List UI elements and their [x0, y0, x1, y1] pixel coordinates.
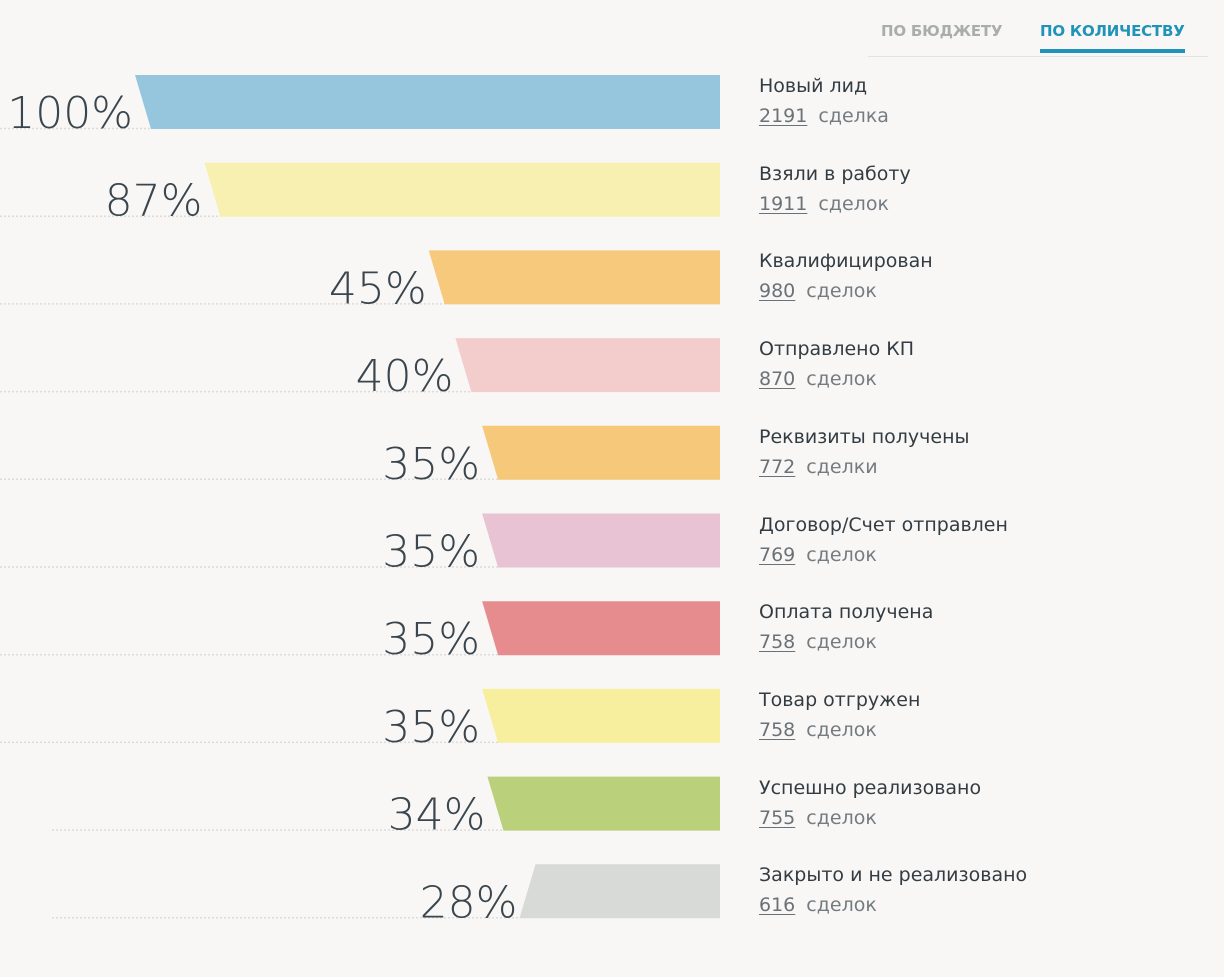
stage-info: Квалифицирован 980 сделок — [759, 248, 933, 304]
deal-count-link[interactable]: 2191 — [759, 105, 808, 127]
deal-unit-label: сделок — [800, 894, 877, 917]
stage-info: Успешно реализовано 755 сделок — [759, 775, 981, 831]
percent-label: 45% — [329, 263, 427, 314]
percent-label: 35% — [382, 614, 480, 665]
funnel-mode-tabs: ПО БЮДЖЕТУ ПО КОЛИЧЕСТВУ — [868, 12, 1208, 57]
stage-info: Отправлено КП 870 сделок — [759, 336, 914, 392]
funnel-bar[interactable] — [487, 776, 720, 831]
deal-unit-label: сделок — [812, 192, 889, 215]
tab-by-count[interactable]: ПО КОЛИЧЕСТВУ — [1040, 22, 1185, 53]
stage-name: Закрыто и не реализовано — [759, 864, 1028, 887]
stage-info: Закрыто и не реализовано 616 сделок — [759, 862, 1027, 918]
stage-deal-count: 755 сделок — [759, 805, 981, 831]
stage-name: Товар отгружен — [759, 688, 921, 711]
percent-label: 34% — [388, 790, 486, 841]
deal-count-link[interactable]: 616 — [759, 894, 796, 917]
stage-name: Отправлено КП — [759, 338, 915, 361]
stage-deal-count: 769 сделок — [759, 542, 1008, 568]
deal-count-link[interactable]: 772 — [759, 455, 796, 478]
deal-count-link[interactable]: 1911 — [759, 192, 808, 215]
stage-info: Товар отгружен 758 сделок — [759, 687, 920, 743]
deal-unit-label: сделок — [800, 806, 877, 829]
percent-label: 35% — [382, 439, 480, 490]
funnel-bar[interactable] — [428, 250, 720, 305]
funnel-bar[interactable] — [455, 338, 720, 393]
deal-unit-label: сделок — [800, 368, 877, 391]
funnel-bar[interactable] — [482, 513, 720, 568]
stage-name: Успешно реализовано — [759, 776, 982, 799]
tab-by-budget[interactable]: ПО БЮДЖЕТУ — [881, 22, 1003, 40]
percent-label: 87% — [105, 176, 203, 227]
deal-unit-label: сделок — [800, 543, 877, 566]
funnel-bar[interactable] — [482, 688, 720, 743]
percent-label: 28% — [420, 877, 518, 928]
percent-label: 100% — [7, 88, 133, 139]
stage-info: Оплата получена 758 сделок — [759, 599, 933, 655]
stage-name: Новый лид — [759, 75, 868, 97]
deal-count-link[interactable]: 769 — [759, 543, 796, 566]
stage-info: Новый лид 2191 сделка — [759, 73, 889, 129]
stage-info: Договор/Счет отправлен 769 сделок — [759, 512, 1008, 568]
deal-unit-label: сделок — [800, 280, 877, 303]
stage-deal-count: 758 сделок — [759, 629, 933, 655]
stage-deal-count: 772 сделки — [759, 454, 970, 480]
percent-label: 35% — [382, 702, 480, 753]
stage-name: Оплата получена — [759, 601, 934, 624]
funnel-bar[interactable] — [519, 864, 720, 919]
stage-deal-count: 616 сделок — [759, 892, 1027, 918]
stage-name: Взяли в работу — [759, 162, 911, 185]
funnel-bar[interactable] — [482, 601, 720, 656]
stage-name: Договор/Счет отправлен — [759, 513, 1008, 536]
deal-count-link[interactable]: 870 — [759, 368, 796, 391]
stage-name: Квалифицирован — [759, 250, 933, 273]
funnel-bar[interactable] — [204, 162, 721, 217]
deal-count-link[interactable]: 980 — [759, 280, 796, 303]
stage-deal-count: 1911 сделок — [759, 191, 911, 217]
funnel-bar[interactable] — [482, 425, 720, 480]
funnel-bar[interactable] — [135, 75, 720, 129]
stage-info: Взяли в работу 1911 сделок — [759, 161, 911, 217]
deal-unit-label: сделок — [800, 631, 877, 654]
deal-count-link[interactable]: 758 — [759, 718, 796, 741]
deal-count-link[interactable]: 758 — [759, 631, 796, 654]
stage-info: Реквизиты получены 772 сделки — [759, 424, 970, 480]
stage-deal-count: 870 сделок — [759, 366, 914, 392]
stage-deal-count: 980 сделок — [759, 278, 933, 304]
deal-unit-label: сделки — [800, 455, 878, 478]
deal-unit-label: сделка — [812, 105, 889, 127]
stage-deal-count: 2191 сделка — [759, 103, 889, 129]
stage-name: Реквизиты получены — [759, 425, 970, 448]
stage-deal-count: 758 сделок — [759, 717, 920, 743]
percent-label: 35% — [382, 527, 480, 578]
deal-unit-label: сделок — [800, 718, 877, 741]
deal-count-link[interactable]: 755 — [759, 806, 796, 829]
percent-label: 40% — [356, 351, 454, 402]
